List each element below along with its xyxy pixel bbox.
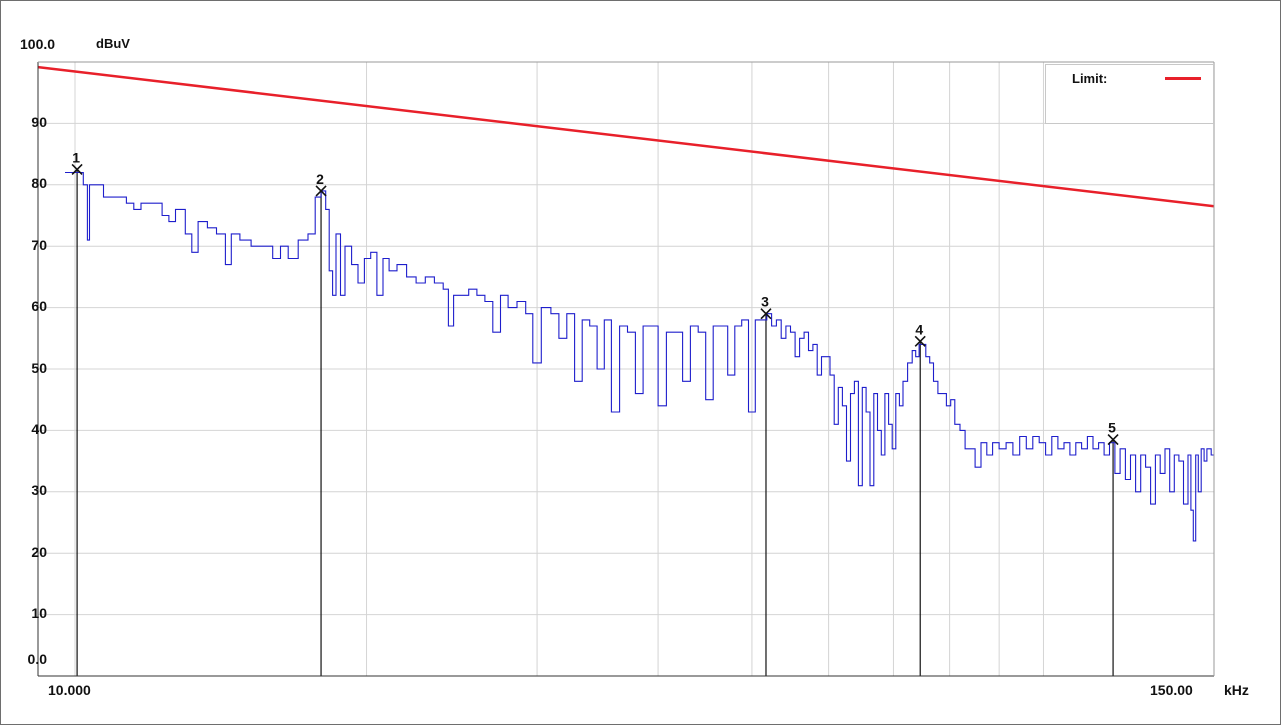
y-tick-label: 80 [31,175,47,191]
marker-cross [71,163,83,176]
legend-swatch [1165,77,1201,80]
marker-label: 3 [761,294,769,310]
y-tick-label: 70 [31,237,47,253]
marker-label: 5 [1108,420,1116,436]
plot-axes [37,61,1215,677]
x-axis-unit: kHz [1224,682,1249,698]
y-tick-label: 30 [31,482,47,498]
plot-grid [38,62,1214,677]
marker-symbols: 1 2 3 4 5 [71,149,1119,446]
measurement-trace [65,171,1214,542]
y-axis-top-label: 100.0 [20,36,56,52]
marker-lines [76,169,1114,676]
marker-label: 4 [915,321,923,337]
legend-label: Limit: [1072,71,1108,86]
legend [1045,64,1214,124]
x-tick-label-max: 150.00 [1150,682,1193,698]
y-tick-label: 60 [31,298,47,314]
y-tick-label: 20 [31,544,47,560]
marker-cross [1107,434,1119,446]
y-axis-unit: dBuV [96,36,130,51]
marker-label: 2 [316,171,324,187]
y-tick-label: 0.0 [27,651,47,667]
marker-cross [760,308,772,320]
y-tick-label: 40 [31,421,47,437]
y-tick-label: 50 [31,360,47,376]
y-tick-label: 90 [31,114,47,130]
x-tick-label-min: 10.000 [48,682,91,698]
marker-cross [315,185,327,197]
y-tick-label: 10 [31,605,47,621]
limit-line [37,65,1215,208]
marker-label: 1 [72,149,80,165]
series-layer [37,65,1215,542]
marker-cross [914,335,926,347]
